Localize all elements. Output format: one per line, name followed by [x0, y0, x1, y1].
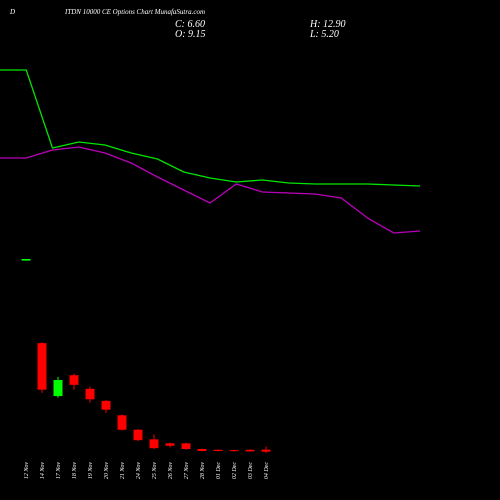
- candle-body: [101, 400, 111, 410]
- candle-body: [85, 388, 95, 400]
- symbol: D: [9, 8, 15, 16]
- x-tick-label: 02 Dec: [232, 462, 238, 479]
- candle-body: [197, 448, 207, 451]
- candle-body: [213, 449, 223, 451]
- candle-body: [133, 429, 143, 441]
- x-tick-label: 01 Dec: [216, 462, 222, 479]
- x-tick-label: 14 Nov: [39, 462, 46, 480]
- x-tick-label: 04 Dec: [263, 462, 270, 479]
- ma-line: [0, 146, 421, 234]
- candle-body: [165, 443, 175, 446]
- x-tick-label: 28 Nov: [200, 462, 206, 480]
- high-stat: H: 12.90: [309, 19, 346, 30]
- x-tick-label: 03 Dec: [248, 462, 254, 479]
- x-tick-label: 17 Nov: [56, 462, 62, 480]
- open-stat: O: 9.15: [175, 29, 206, 40]
- low-stat: L: 5.20: [309, 29, 339, 40]
- candle-body: [37, 343, 47, 390]
- x-tick-label: 26 Nov: [168, 462, 174, 480]
- candle-body: [69, 375, 79, 385]
- candle-body: [53, 380, 63, 397]
- x-tick-label: 12 Nov: [24, 462, 30, 480]
- x-tick-label: 20 Nov: [104, 462, 110, 480]
- x-tick-label: 25 Nov: [152, 462, 158, 480]
- x-tick-label: 18 Nov: [72, 462, 78, 480]
- x-tick-label: 27 Nov: [184, 462, 190, 480]
- x-tick-label: 24 Nov: [135, 462, 142, 480]
- candle-body: [229, 450, 239, 452]
- ma-line: [0, 69, 421, 187]
- candle-body: [181, 443, 191, 449]
- candle-body: [245, 449, 255, 452]
- candle-body: [117, 415, 127, 430]
- chart-title: ITDN 10000 CE Options Chart MunafaSutra.…: [64, 8, 205, 16]
- candle-body: [149, 439, 159, 449]
- candle-body: [261, 449, 271, 452]
- candle-body: [21, 258, 31, 261]
- x-tick-label: 21 Nov: [120, 462, 126, 480]
- x-tick-label: 19 Nov: [88, 462, 94, 480]
- close-stat: C: 6.60: [175, 19, 205, 30]
